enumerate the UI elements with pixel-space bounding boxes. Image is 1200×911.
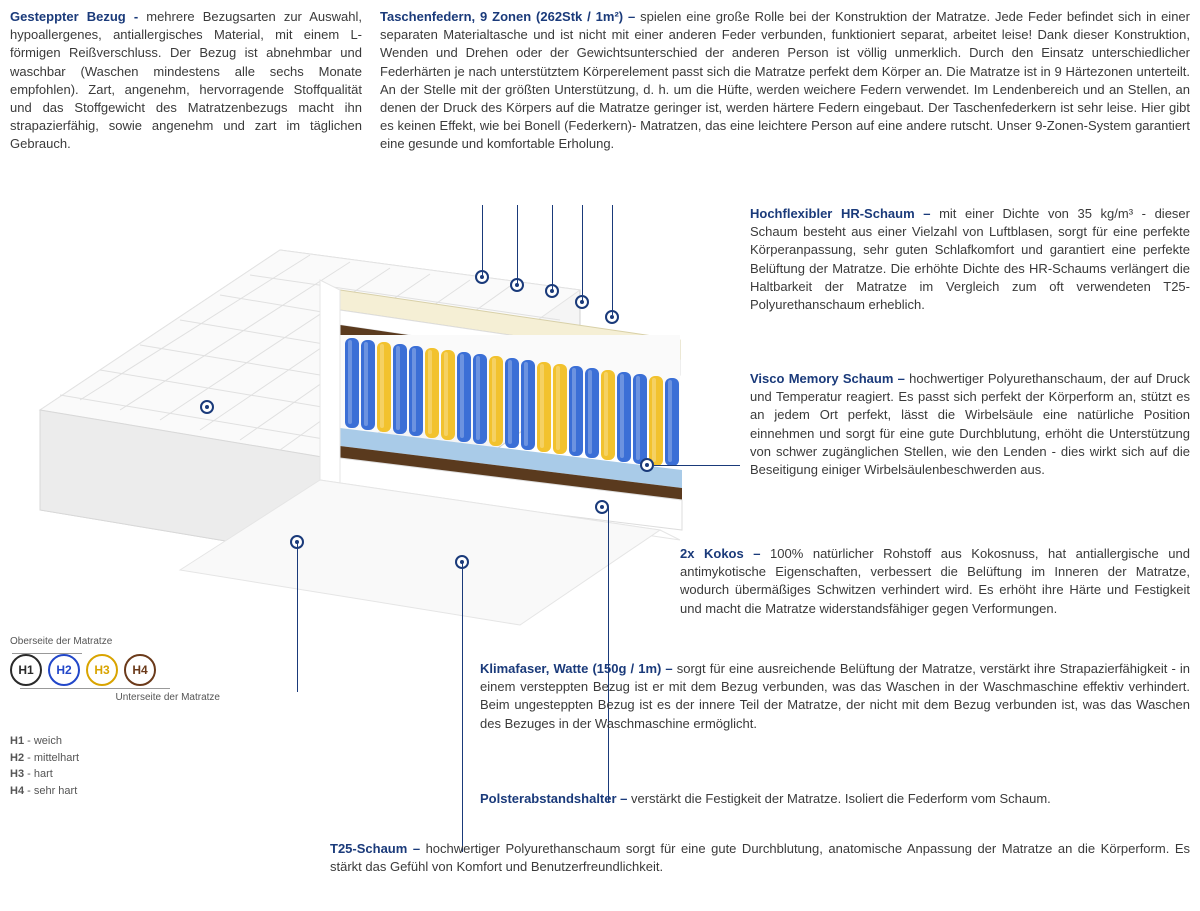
klima-callout: Klimafaser, Watte (150g / 1m) – sorgt fü… [480,660,1190,733]
polster-callout: Polsterabstandshalter – verstärkt die Fe… [480,790,1190,808]
springs-section: Taschenfedern, 9 Zonen (262Stk / 1m²) – … [380,8,1190,154]
t25-callout: T25-Schaum – hochwertiger Polyurethansch… [330,840,1190,876]
marker-kokos-bot [640,458,654,472]
hardness-circle-h1: H1 [10,654,42,686]
mattress-illustration [20,230,740,630]
hr-callout: Hochflexibler HR-Schaum – mit einer Dich… [750,205,1190,314]
visco-body: hochwertiger Polyurethanschaum, der auf … [750,371,1190,477]
hardness-circle-h2: H2 [48,654,80,686]
hardness-key-h1: H1 - weich [10,733,230,750]
hardness-legend: Oberseite der Matratze H1H2H3H4 Untersei… [10,635,230,799]
hr-body: mit einer Dichte von 35 kg/m³ - dieser S… [750,206,1190,312]
springs-body: spielen eine große Rolle bei der Konstru… [380,9,1190,151]
springs-title: Taschenfedern, 9 Zonen (262Stk / 1m²) – [380,9,640,24]
cover-title: Gesteppter Bezug - [10,9,146,24]
hr-title: Hochflexibler HR-Schaum – [750,206,939,221]
visco-title: Visco Memory Schaum – [750,371,909,386]
hardness-key-h2: H2 - mittelhart [10,750,230,767]
hardness-circle-h3: H3 [86,654,118,686]
visco-callout: Visco Memory Schaum – hochwertiger Polyu… [750,370,1190,479]
hardness-key-h4: H4 - sehr hart [10,783,230,800]
polster-title: Polsterabstandshalter – [480,791,631,806]
cover-section: Gesteppter Bezug - mehrere Bezugsarten z… [10,8,380,154]
hardness-top-label: Oberseite der Matratze [10,635,230,649]
marker-polster [595,500,609,514]
hardness-key-h3: H3 - hart [10,766,230,783]
hardness-circle-h4: H4 [124,654,156,686]
cover-body: mehrere Bezugsarten zur Auswahl, hypoall… [10,9,362,151]
polster-body: verstärkt die Festigkeit der Matratze. I… [631,791,1051,806]
t25-title: T25-Schaum – [330,841,426,856]
klima-title: Klimafaser, Watte (150g / 1m) – [480,661,677,676]
kokos-title: 2x Kokos – [680,546,770,561]
hardness-bottom-label: Unterseite der Matratze [10,691,220,705]
kokos-callout: 2x Kokos – 100% natürlicher Rohstoff aus… [680,545,1190,618]
t25-body: hochwertiger Polyurethanschaum sorgt für… [330,841,1190,874]
marker-cover [200,400,214,414]
